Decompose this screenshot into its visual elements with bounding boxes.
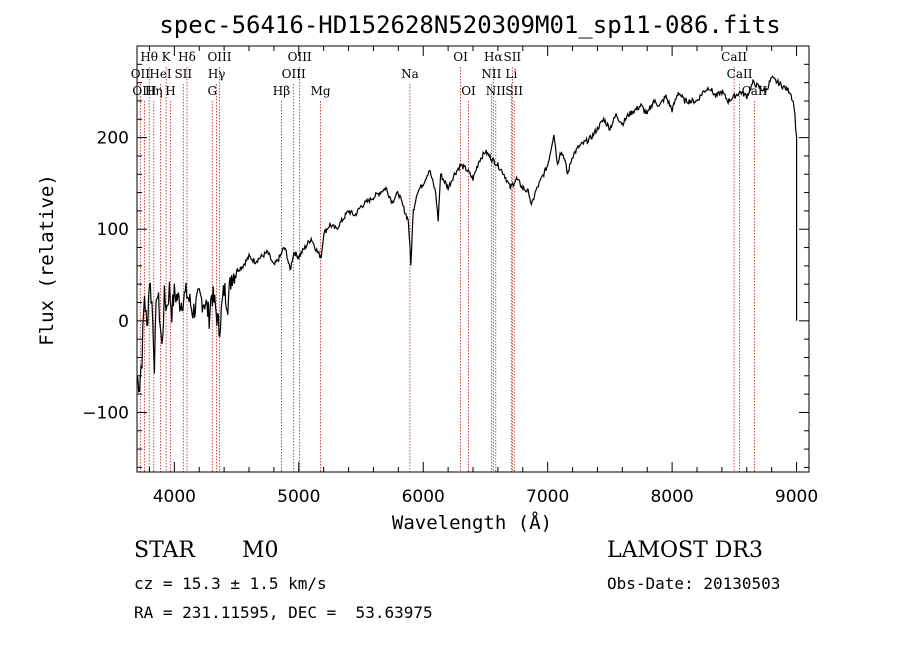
x-tick-label-1: 5000 — [277, 487, 320, 507]
axis-ticks: 4000 5000 6000 7000 8000 9000 −100 0 100 200 — [82, 46, 818, 507]
line-label-9: OIII — [207, 50, 231, 64]
x-axis-label: Wavelength (Å) — [392, 511, 552, 534]
object-subclass: M0 — [242, 538, 279, 563]
line-label-18: OI — [461, 84, 476, 98]
line-label-14: Hβ — [273, 84, 290, 98]
line-label-5: Hη — [145, 84, 163, 98]
y-axis-label: Flux (relative) — [36, 174, 58, 346]
x-tick-label-5: 9000 — [775, 487, 818, 507]
line-label-0: Hθ — [140, 50, 158, 64]
spectral-line-markers: Hθ OII OIII K HeI Hη Hδ SII H OIII Hγ G OIII OIII Hβ Mg… — [131, 50, 768, 472]
line-label-8: H — [165, 84, 175, 98]
line-label-15: Mg — [311, 84, 331, 98]
line-label-23: NII — [486, 84, 506, 98]
line-label-10: Hγ — [208, 67, 226, 81]
line-label-25: CaII — [721, 50, 747, 64]
line-label-16: Na — [401, 67, 419, 81]
spectrum-series-line — [136, 75, 798, 393]
y-tick-label-2: 100 — [97, 220, 129, 240]
survey-name: LAMOST DR3 — [607, 538, 763, 563]
x-tick-label-4: 8000 — [650, 487, 693, 507]
line-label-21: NII — [481, 67, 501, 81]
line-label-24: SII — [505, 84, 523, 98]
line-label-13: OIII — [282, 67, 306, 81]
y-tick-label-1: 0 — [118, 312, 129, 332]
y-tick-label-0: −100 — [82, 403, 129, 423]
line-label-4: HeI — [149, 67, 172, 81]
line-label-2: OIII — [132, 84, 156, 98]
line-label-1: OII — [131, 67, 151, 81]
x-tick-label-2: 6000 — [402, 487, 445, 507]
line-label-7: SII — [174, 67, 192, 81]
x-tick-label-3: 7000 — [526, 487, 569, 507]
line-label-12: OIII — [288, 50, 312, 64]
chart-title: spec-56416-HD152628N520309M01_sp11-086.f… — [159, 11, 780, 39]
line-label-6: Hδ — [178, 50, 196, 64]
line-label-3: K — [162, 50, 172, 64]
coordinates-text: RA = 231.11595, DEC = 53.63975 — [134, 603, 433, 622]
line-label-19: Hα — [484, 50, 503, 64]
object-class: STAR — [134, 538, 195, 563]
y-tick-label-3: 200 — [97, 129, 129, 149]
line-label-17: OI — [453, 50, 468, 64]
x-tick-label-0: 4000 — [153, 487, 196, 507]
line-label-26: CaII — [727, 67, 753, 81]
line-label-11: G — [207, 84, 217, 98]
redshift-text: cz = 15.3 ± 1.5 km/s — [134, 574, 327, 593]
obs-date: Obs-Date: 20130503 — [607, 574, 781, 593]
plot-frame — [136, 45, 810, 473]
line-label-20: SII — [503, 50, 521, 64]
line-label-22: Li — [505, 67, 517, 81]
